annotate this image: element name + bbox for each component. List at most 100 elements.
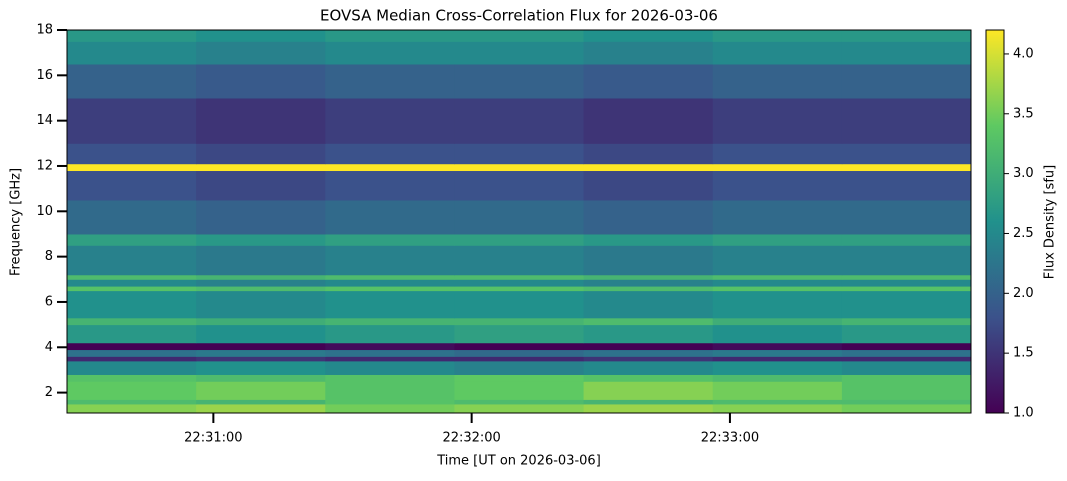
colorbar-tick-label: 3.5 xyxy=(1013,106,1034,121)
heatmap-cell xyxy=(841,30,972,42)
heatmap-cell xyxy=(325,399,455,405)
heatmap-cell xyxy=(712,41,843,65)
heatmap-cell xyxy=(454,279,585,287)
heatmap-cell xyxy=(583,403,714,414)
heatmap-cell xyxy=(196,360,326,375)
colorbar-label: Flux Density [sfu] xyxy=(1043,165,1058,279)
heatmap-cell xyxy=(841,374,972,382)
heatmap-cell xyxy=(196,317,326,326)
heatmap-cell xyxy=(196,279,326,287)
heatmap-cell xyxy=(67,41,197,65)
heatmap-cell xyxy=(841,360,972,375)
heatmap-cell xyxy=(712,342,843,351)
heatmap-cell xyxy=(841,63,972,99)
heatmap-cell xyxy=(454,163,585,172)
heatmap-cell xyxy=(454,97,585,144)
heatmap-cell xyxy=(196,399,326,405)
heatmap-cell xyxy=(325,274,455,280)
heatmap-cell xyxy=(325,374,455,382)
heatmap-cell xyxy=(712,317,843,326)
heatmap-cell xyxy=(196,374,326,382)
heatmap-cell xyxy=(583,286,714,292)
colorbar-tick-label: 4.0 xyxy=(1013,46,1034,61)
heatmap-cell xyxy=(196,97,326,144)
heatmap-cell xyxy=(841,245,972,276)
heatmap-cell xyxy=(712,403,843,414)
heatmap-cell xyxy=(712,399,843,405)
heatmap-cell xyxy=(196,349,326,357)
heatmap-cell xyxy=(454,381,585,400)
heatmap-cell xyxy=(583,374,714,382)
colorbar-tick-label: 1.0 xyxy=(1013,406,1034,421)
y-tick-label: 2 xyxy=(45,385,53,400)
heatmap-cell xyxy=(325,286,455,292)
heatmap-cell xyxy=(67,399,197,405)
heatmap-cell xyxy=(67,279,197,287)
heatmap-cell xyxy=(841,356,972,362)
heatmap-cell xyxy=(583,233,714,246)
heatmap-cell xyxy=(196,30,326,42)
heatmap-cell xyxy=(325,41,455,65)
heatmap-cell xyxy=(67,381,197,400)
heatmap-cell xyxy=(583,290,714,319)
heatmap-cell xyxy=(454,324,585,344)
heatmap-cell xyxy=(325,324,455,344)
heatmap-cell xyxy=(712,286,843,292)
heatmap-cell xyxy=(454,63,585,99)
heatmap-cell xyxy=(841,317,972,326)
heatmap-cell xyxy=(196,403,326,414)
heatmap-cell xyxy=(841,342,972,351)
heatmap-cell xyxy=(325,233,455,246)
heatmap-cell xyxy=(454,245,585,276)
heatmap-cell xyxy=(712,374,843,382)
y-axis-label: Frequency [GHz] xyxy=(9,168,24,276)
heatmap-cell xyxy=(67,170,197,201)
heatmap-cell xyxy=(583,245,714,276)
heatmap-cell xyxy=(454,274,585,280)
heatmap-cell xyxy=(454,30,585,42)
heatmap-cell xyxy=(196,63,326,99)
heatmap-cell xyxy=(454,143,585,165)
heatmap-cell xyxy=(583,279,714,287)
heatmap-cell xyxy=(841,324,972,344)
heatmap-cell xyxy=(583,342,714,351)
heatmap-cell xyxy=(67,97,197,144)
heatmap-cell xyxy=(67,349,197,357)
heatmap-cell xyxy=(67,356,197,362)
x-tick-label: 22:32:00 xyxy=(442,431,500,446)
heatmap-cell xyxy=(841,233,972,246)
heatmap-cell xyxy=(841,143,972,165)
heatmap-cell xyxy=(712,170,843,201)
heatmap-cell xyxy=(325,349,455,357)
y-tick-label: 12 xyxy=(36,158,53,173)
heatmap-cell xyxy=(712,97,843,144)
colorbar-tick-label: 2.0 xyxy=(1013,286,1034,301)
y-tick-label: 4 xyxy=(45,340,53,355)
heatmap-cell xyxy=(712,63,843,99)
heatmap-cell xyxy=(841,97,972,144)
colorbar-tick-label: 3.0 xyxy=(1013,166,1034,181)
heatmap-cell xyxy=(454,290,585,319)
heatmap-cell xyxy=(583,360,714,375)
heatmap-cell xyxy=(325,245,455,276)
heatmap-cell xyxy=(712,290,843,319)
x-tick-label: 22:31:00 xyxy=(184,431,242,446)
heatmap-cell xyxy=(454,317,585,326)
heatmap-cell xyxy=(325,30,455,42)
colorbar-tick-label: 1.5 xyxy=(1013,346,1034,361)
y-tick-label: 18 xyxy=(36,23,53,38)
heatmap-cell xyxy=(583,143,714,165)
y-tick-label: 14 xyxy=(36,113,53,128)
heatmap-cell xyxy=(583,199,714,235)
heatmap-cell xyxy=(454,403,585,414)
heatmap-cell xyxy=(325,403,455,414)
colorbar xyxy=(985,29,1005,414)
heatmap-cell xyxy=(67,233,197,246)
heatmap-cell xyxy=(583,170,714,201)
x-tick-label: 22:33:00 xyxy=(701,431,759,446)
heatmap-cell xyxy=(196,233,326,246)
heatmap-cell xyxy=(67,30,197,42)
heatmap-cell xyxy=(712,30,843,42)
heatmap-cell xyxy=(67,360,197,375)
